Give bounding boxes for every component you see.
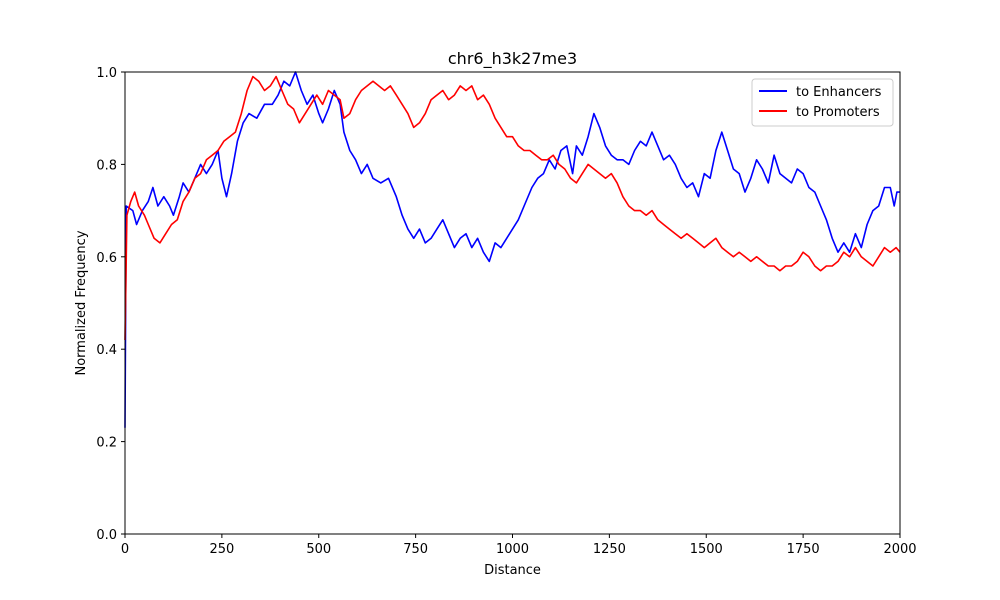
x-tick-label: 1250 <box>593 542 626 557</box>
legend-label-enhancers: to Enhancers <box>796 85 882 100</box>
x-tick-label: 1000 <box>496 542 529 557</box>
x-tick-label: 0 <box>121 542 129 557</box>
x-tick-label: 750 <box>403 542 428 557</box>
x-tick-label: 1500 <box>690 542 723 557</box>
y-axis: 0.0 0.2 0.4 0.6 0.8 1.0 <box>96 66 125 543</box>
legend-label-promoters: to Promoters <box>796 105 880 120</box>
x-axis-label: Distance <box>484 563 541 578</box>
y-tick-label: 1.0 <box>96 66 117 81</box>
x-tick-label: 2000 <box>883 542 916 557</box>
y-tick-label: 0.0 <box>96 528 117 543</box>
series-line-to-enhancers <box>124 71 900 428</box>
series-layer <box>124 71 901 428</box>
x-tick-label: 500 <box>306 542 331 557</box>
chart-title: chr6_h3k27me3 <box>448 49 577 69</box>
y-tick-label: 0.2 <box>96 436 117 451</box>
y-axis-label: Normalized Frequency <box>74 230 89 375</box>
x-tick-label: 250 <box>209 542 234 557</box>
x-axis: 0 250 500 750 1000 1250 1500 1750 2000 <box>121 534 917 557</box>
y-tick-label: 0.8 <box>96 158 117 173</box>
legend: to Enhancers to Promoters <box>751 78 894 127</box>
legend-box <box>751 78 894 127</box>
y-tick-label: 0.4 <box>96 343 117 358</box>
series-line-to-promoters <box>124 75 901 341</box>
x-tick-label: 1750 <box>787 542 820 557</box>
y-tick-label: 0.6 <box>96 251 117 266</box>
